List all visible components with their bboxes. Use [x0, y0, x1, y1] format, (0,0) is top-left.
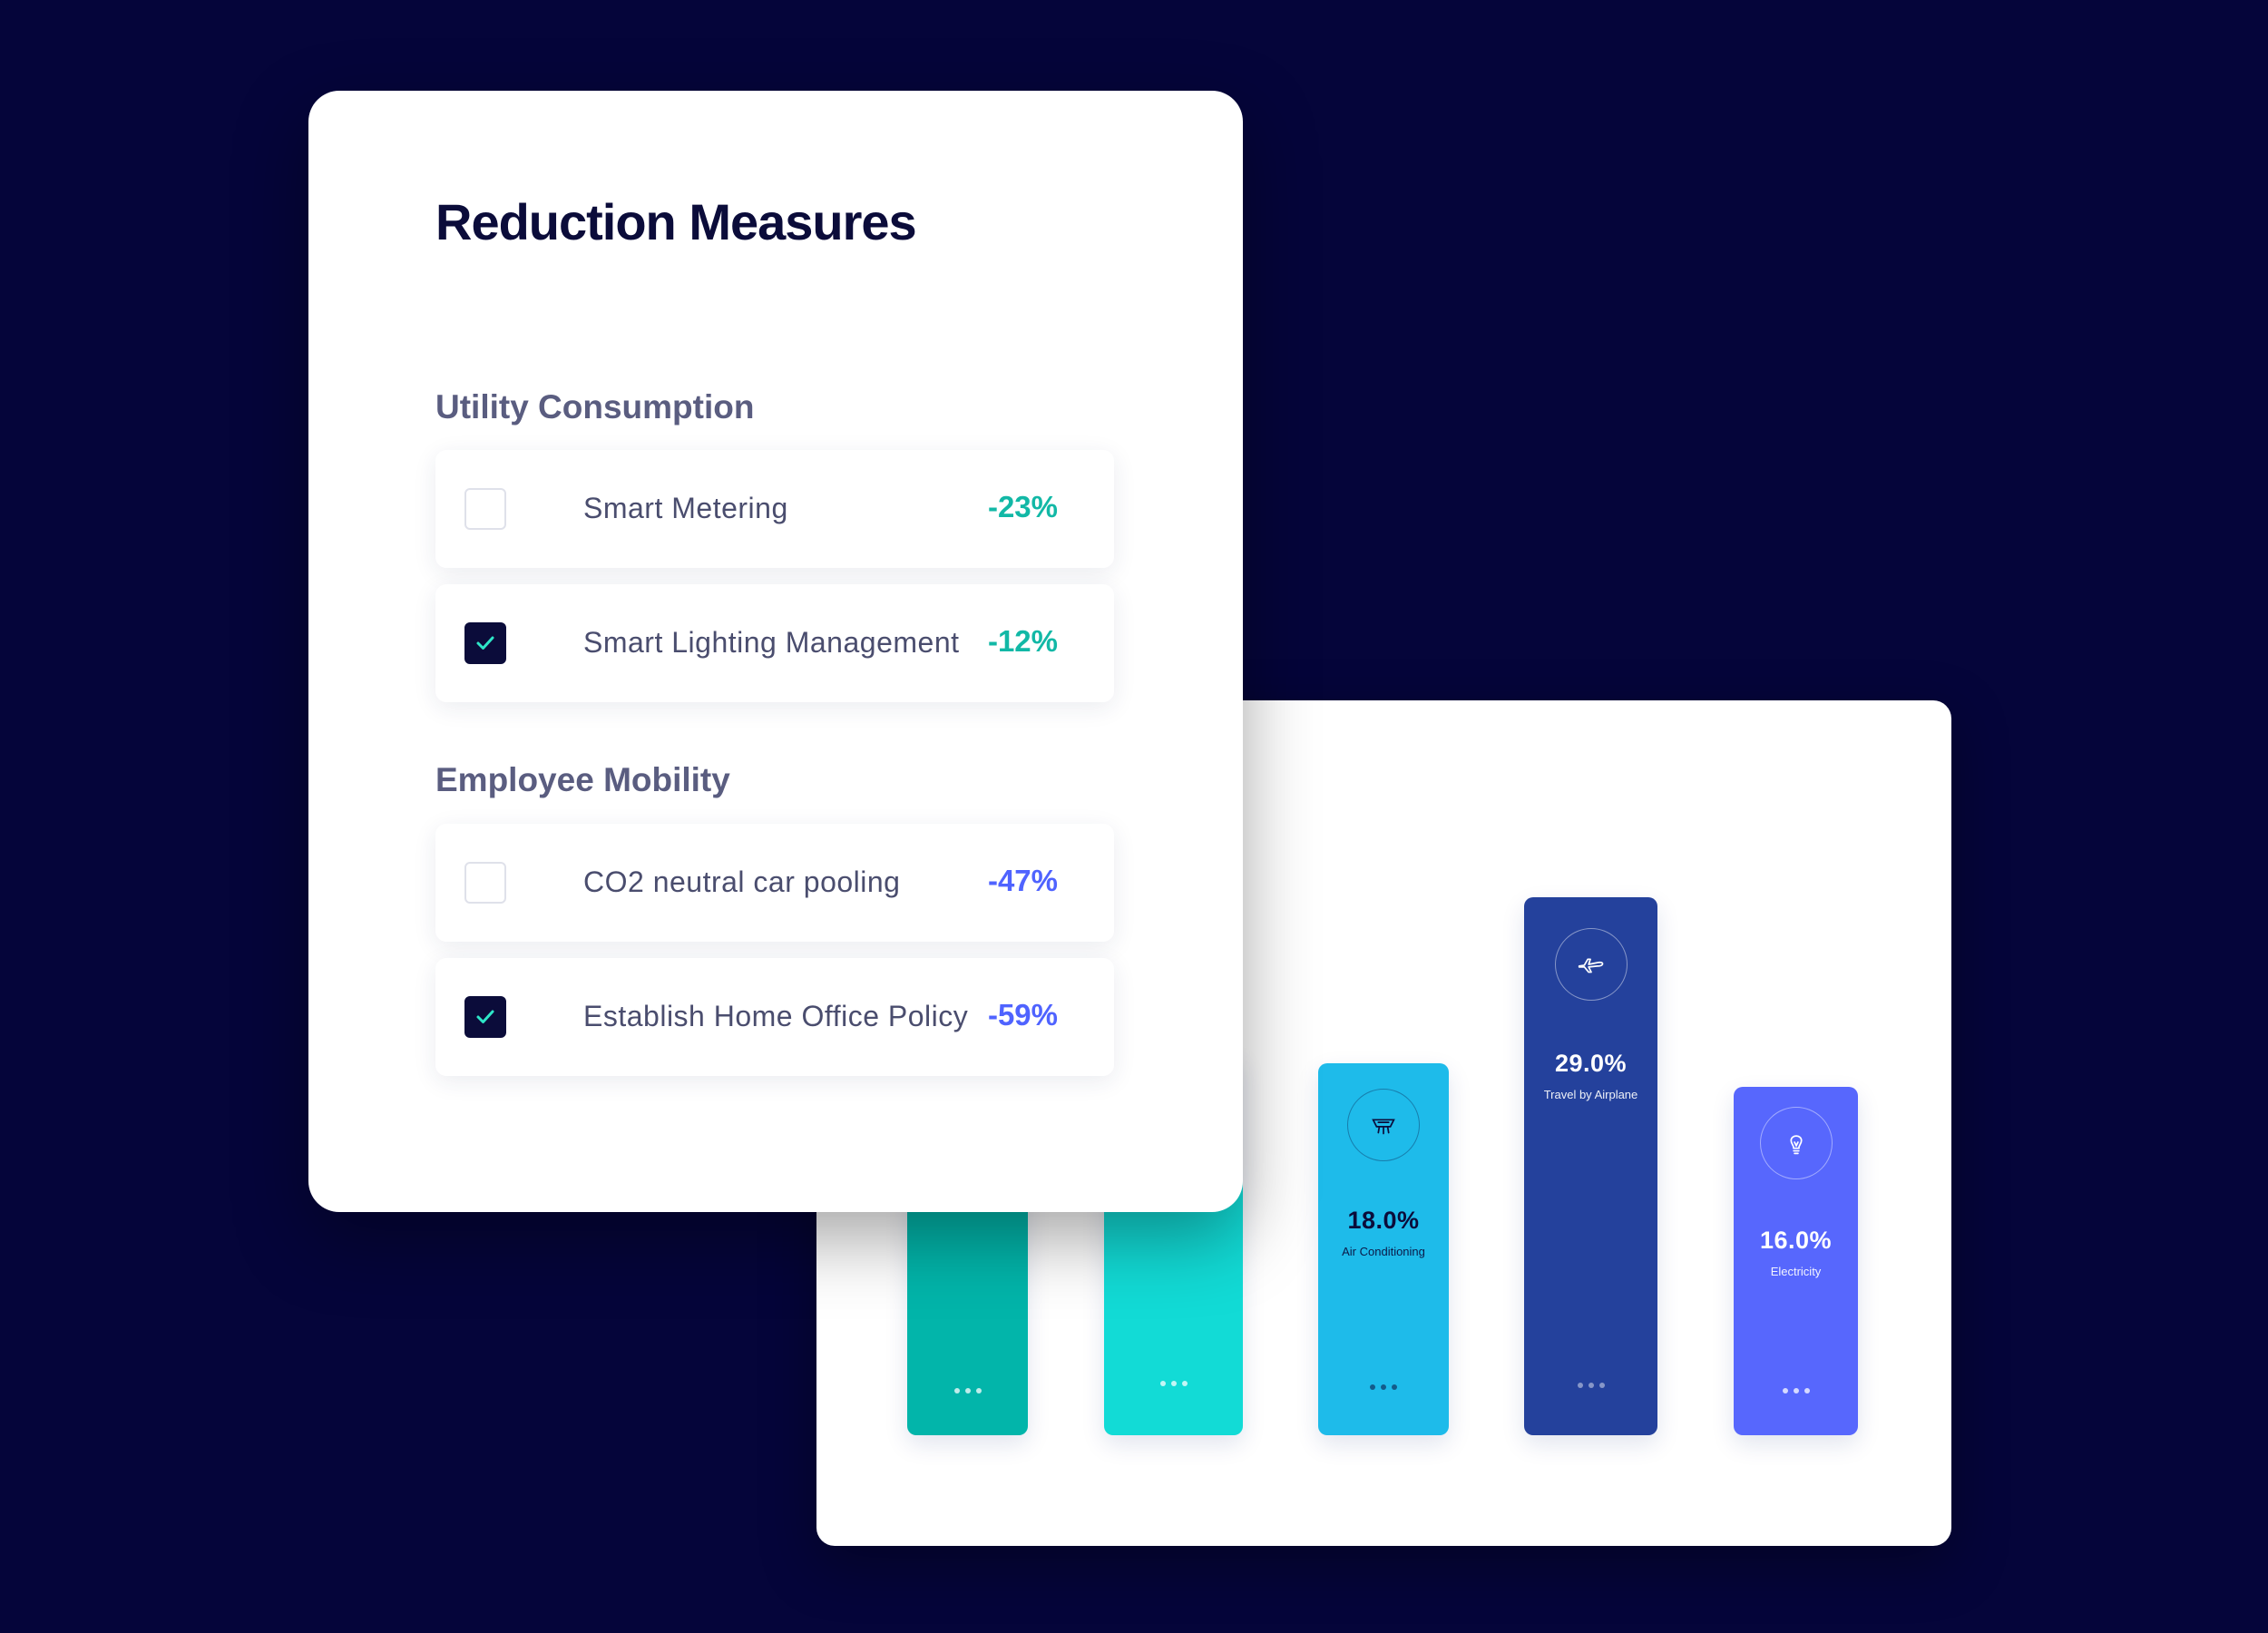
bar-category-label: Air Conditioning — [1342, 1245, 1425, 1258]
chart-bar-air-conditioning[interactable]: 18.0% Air Conditioning — [1318, 1063, 1449, 1435]
airplane-icon — [1554, 928, 1628, 1001]
bar-value-label: 18.0% — [1347, 1207, 1420, 1234]
bar-value-label: 29.0% — [1554, 1050, 1628, 1077]
measure-reduction-value: -59% — [987, 998, 1058, 1032]
section-label-mobility: Employee Mobility — [435, 761, 730, 798]
measure-label: Smart Lighting Management — [583, 626, 960, 659]
checkmark-icon — [476, 636, 494, 650]
measure-row-car-pooling[interactable]: CO2 neutral car pooling -47% — [435, 824, 1114, 942]
measure-checkbox[interactable] — [464, 862, 506, 904]
lightbulb-icon — [1759, 1107, 1833, 1179]
more-options-icon[interactable] — [953, 1388, 982, 1393]
measure-label: Establish Home Office Policy — [583, 1000, 969, 1032]
measure-reduction-value: -12% — [987, 624, 1058, 658]
more-options-icon[interactable] — [1159, 1381, 1188, 1386]
more-options-icon[interactable] — [1782, 1388, 1810, 1393]
measure-checkbox[interactable] — [464, 622, 506, 664]
measure-row-smart-metering[interactable]: Smart Metering -23% — [435, 450, 1114, 568]
section-label-utility: Utility Consumption — [435, 388, 755, 425]
checkmark-icon — [476, 1010, 494, 1023]
more-options-icon[interactable] — [1370, 1384, 1397, 1390]
measure-reduction-value: -47% — [987, 864, 1058, 897]
measure-row-smart-lighting[interactable]: Smart Lighting Management -12% — [435, 584, 1114, 702]
chart-bar-travel-by-airplane[interactable]: 29.0% Travel by Airplane — [1524, 897, 1657, 1435]
air-conditioner-icon — [1347, 1089, 1420, 1161]
measure-label: CO2 neutral car pooling — [583, 865, 901, 898]
measure-checkbox[interactable] — [464, 488, 506, 530]
measure-checkbox[interactable] — [464, 996, 506, 1038]
bar-value-label: 16.0% — [1759, 1227, 1833, 1254]
measure-reduction-value: -23% — [987, 490, 1058, 523]
more-options-icon[interactable] — [1577, 1383, 1605, 1388]
measure-row-home-office[interactable]: Establish Home Office Policy -59% — [435, 958, 1114, 1076]
card-title: Reduction Measures — [435, 193, 917, 250]
reduction-measures-card: Reduction Measures Utility Consumption S… — [308, 91, 1243, 1212]
bar-category-label: Travel by Airplane — [1543, 1088, 1638, 1101]
measure-label: Smart Metering — [583, 492, 788, 524]
bar-category-label: Electricity — [1770, 1265, 1822, 1278]
chart-bar-electricity[interactable]: 16.0% Electricity — [1734, 1087, 1858, 1435]
